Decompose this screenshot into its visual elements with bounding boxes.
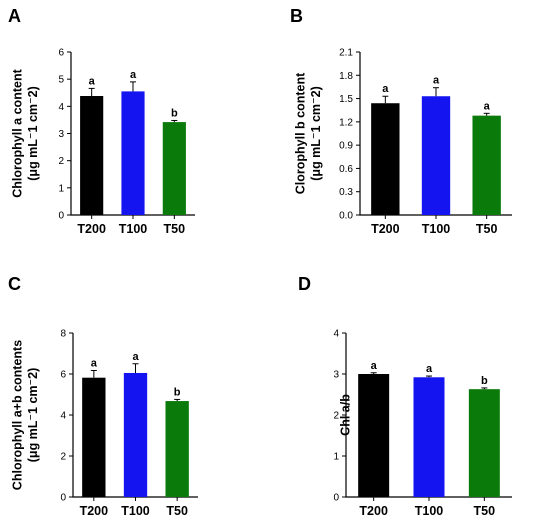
y-tick-label: 5	[58, 75, 64, 86]
significance-letter: a	[484, 100, 491, 112]
x-tick-label: T100	[119, 222, 148, 236]
bar-t100	[413, 377, 445, 497]
bar-t50	[165, 401, 189, 497]
y-axis-label-line: (μg mL⁻1 cm⁻2)	[26, 86, 40, 180]
y-tick-label: 0	[333, 493, 339, 504]
significance-letter: a	[433, 75, 440, 87]
bar-t100	[421, 96, 451, 215]
bar-t200	[82, 377, 106, 497]
y-tick-label: 0.0	[339, 211, 353, 222]
bar-t200	[80, 96, 104, 215]
bar-t50	[468, 389, 500, 497]
y-tick-label: 1.8	[339, 71, 353, 82]
y-axis-label-line: Chlorophyll a+b contents	[11, 340, 25, 490]
y-tick-label: 4	[333, 329, 339, 340]
bar-t100	[123, 372, 148, 497]
y-tick-label: 1	[58, 183, 64, 194]
x-tick-label: T100	[415, 504, 444, 518]
x-tick-label: T50	[476, 222, 498, 236]
significance-letter: a	[371, 360, 378, 372]
y-tick-label: 1.2	[339, 117, 353, 128]
y-axis-label-line: (μg mL⁻1 cm⁻2)	[309, 86, 323, 180]
chart-panel-b: B Clorophyll b content (μg mL⁻1 cm⁻2) 0.0 0.…	[290, 6, 512, 236]
y-tick-label: 4	[60, 411, 66, 422]
y-tick-label: 0.9	[339, 141, 353, 152]
significance-letter: a	[132, 351, 139, 363]
significance-letter: a	[426, 363, 433, 375]
x-tick-label: T50	[164, 222, 186, 236]
y-tick-label: 0.3	[339, 187, 353, 198]
y-tick-label: 6	[58, 48, 64, 59]
y-axis-label: Chlorophyll a+b contents (μg mL⁻1 cm⁻2)	[11, 340, 41, 490]
y-axis-label-line: Chlorophyll a content	[11, 68, 25, 197]
bar-t200	[371, 103, 400, 215]
y-axis-label-line: (μg mL⁻1 cm⁻2)	[26, 368, 40, 462]
significance-letter: b	[481, 375, 488, 387]
y-tick-label: 1	[333, 452, 339, 463]
y-tick-label: 2	[58, 156, 64, 167]
y-tick-label: 2.1	[339, 48, 353, 59]
y-tick-label: 3	[333, 370, 339, 381]
y-tick-label: 0	[60, 493, 66, 504]
y-tick-label: 0.6	[339, 164, 353, 175]
panel-letter: C	[8, 274, 21, 294]
y-tick-label: 4	[58, 102, 64, 113]
chart-panel-c: C Chlorophyll a+b contents (μg mL⁻1 cm⁻2) 0…	[8, 274, 198, 518]
panel-letter: A	[8, 6, 21, 26]
significance-letter: b	[171, 107, 178, 119]
bar-t50	[162, 122, 186, 215]
bar-t100	[121, 91, 145, 215]
significance-letter: a	[382, 83, 389, 95]
x-tick-label: T50	[474, 504, 496, 518]
x-tick-label: T50	[166, 504, 188, 518]
significance-letter: a	[89, 75, 96, 87]
y-tick-label: 2	[60, 452, 66, 463]
bar-t200	[358, 374, 390, 497]
x-tick-label: T200	[359, 504, 388, 518]
chart-panel-a: A Chlorophyll a content (μg mL⁻1 cm⁻2) 0 1 2 3…	[8, 6, 195, 236]
x-tick-label: T200	[371, 222, 400, 236]
x-tick-label: T200	[80, 504, 109, 518]
significance-letter: a	[91, 358, 98, 370]
panel-letter: B	[290, 6, 303, 26]
y-tick-label: 2	[333, 411, 339, 422]
y-tick-label: 3	[58, 129, 64, 140]
y-tick-label: 1.5	[339, 94, 353, 105]
bar-t50	[472, 115, 501, 215]
x-tick-label: T100	[422, 222, 451, 236]
panel-letter: D	[298, 274, 311, 294]
y-axis-label-line: Clorophyll b content	[294, 72, 308, 194]
y-axis-label: Chlorophyll a content (μg mL⁻1 cm⁻2)	[11, 68, 41, 197]
significance-letter: a	[130, 69, 137, 81]
x-tick-label: T200	[77, 222, 106, 236]
significance-letter: b	[174, 386, 181, 398]
y-axis-label: Clorophyll b content (μg mL⁻1 cm⁻2)	[294, 72, 324, 194]
y-tick-label: 8	[60, 329, 66, 340]
y-tick-label: 6	[60, 370, 66, 381]
x-tick-label: T100	[121, 504, 150, 518]
y-tick-label: 0	[58, 211, 64, 222]
